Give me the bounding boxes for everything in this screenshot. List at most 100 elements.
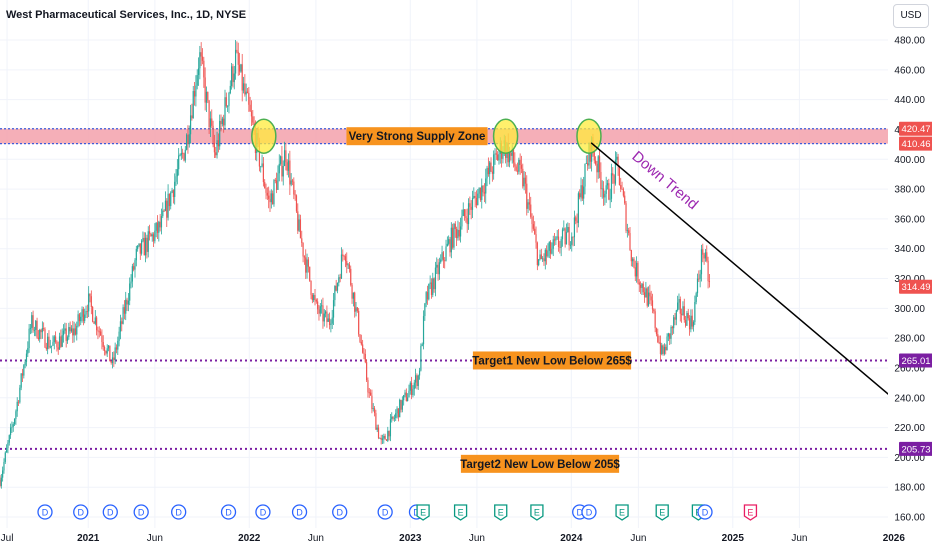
candle-body	[270, 193, 272, 203]
candle-body	[366, 362, 368, 381]
candle-body	[364, 354, 366, 363]
event-marker-letter: E	[420, 508, 426, 518]
candle-body	[523, 177, 525, 187]
candle-body	[477, 193, 479, 206]
candle-body	[13, 419, 16, 425]
dividend-event-icon[interactable]: D	[377, 504, 393, 520]
candle-body	[490, 162, 492, 172]
candle-body	[335, 285, 337, 291]
candle-body	[467, 203, 470, 225]
candle-body	[649, 292, 651, 297]
candle-body	[313, 295, 315, 301]
candle-body	[216, 140, 218, 156]
candle-body	[107, 345, 110, 349]
candle-body	[209, 118, 212, 128]
candle-body	[315, 299, 317, 302]
candle-body	[137, 246, 139, 249]
dividend-event-icon[interactable]: D	[697, 504, 713, 520]
candle-body	[657, 334, 659, 343]
candle-body	[508, 152, 511, 163]
earnings-event-icon[interactable]: E	[494, 504, 508, 521]
candle-body	[532, 224, 534, 229]
time-axis[interactable]: Jul 2021 Jun 2022 Jun 2023 Jun 2024 Jun 2025 Jun 20…	[0, 528, 905, 550]
candle-body	[498, 153, 500, 161]
price-badge: 314.49	[899, 279, 932, 294]
candle-body	[191, 115, 193, 119]
earnings-event-icon[interactable]: E	[453, 504, 468, 521]
candle-body	[9, 427, 12, 436]
dividend-event-icon[interactable]: D	[291, 504, 308, 520]
candle-body	[453, 223, 455, 248]
earnings-event-icon[interactable]: E	[615, 504, 629, 521]
candle-body	[98, 331, 100, 333]
candle-body	[336, 283, 339, 291]
earnings-event-icon[interactable]: E	[743, 504, 758, 521]
dividend-event-icon[interactable]: D	[332, 504, 348, 520]
candle-body	[363, 352, 365, 355]
candle-body	[670, 326, 672, 339]
candle-body	[4, 452, 6, 462]
candle-body	[547, 250, 549, 257]
time-axis-bg	[0, 528, 888, 550]
price-tick-label: 220.00	[894, 423, 925, 434]
candle-body	[252, 116, 254, 123]
target2-label-bg	[460, 454, 620, 473]
dividend-event-icon[interactable]: D	[133, 504, 149, 520]
candle-body	[369, 392, 372, 396]
dividend-event-icon[interactable]: D	[171, 504, 187, 520]
candle-body	[483, 192, 486, 194]
candle-body	[134, 260, 136, 270]
currency-button[interactable]: USD	[893, 4, 929, 28]
candle-body	[264, 182, 266, 188]
supply-touch-circle	[251, 118, 277, 154]
target2-label: Target2 New Low Below 205$	[460, 454, 620, 473]
candle-body	[204, 77, 206, 103]
dividend-event-icon[interactable]: D	[37, 504, 53, 520]
price-tick-label: 460.00	[894, 65, 925, 76]
supply-zone-label-bg	[346, 127, 488, 146]
candle-body	[175, 176, 177, 182]
candle-body	[703, 254, 705, 259]
symbol-title[interactable]: West Pharmaceutical Services, Inc., 1D, …	[6, 9, 247, 21]
candle-body	[294, 194, 296, 196]
candle-body	[677, 302, 679, 311]
candle-body	[436, 264, 438, 268]
candle-body	[424, 303, 426, 317]
candle-body	[557, 236, 560, 247]
candle-body	[535, 234, 537, 243]
event-marker-letter: D	[586, 508, 593, 518]
candle-body	[208, 100, 210, 128]
candle-body	[543, 258, 545, 262]
dividend-event-icon[interactable]: D	[220, 504, 237, 520]
dividend-event-icon[interactable]: D	[73, 504, 89, 520]
time-tick-label: 2024	[560, 533, 583, 544]
earnings-event-icon[interactable]: E	[416, 504, 430, 521]
event-marker-letter: E	[534, 508, 540, 518]
candle-body	[101, 335, 103, 343]
time-tick-label: Jun	[630, 533, 646, 544]
candle-body	[205, 91, 208, 103]
candle-body	[456, 228, 458, 239]
candle-body	[276, 180, 278, 190]
earnings-event-icon[interactable]: E	[530, 504, 544, 521]
candle-body	[465, 216, 467, 218]
price-axis[interactable]: 160.00 180.00 200.00 220.00 240.00 260.00 280.…	[888, 0, 932, 550]
event-marker-shape	[291, 504, 308, 520]
candle-body	[377, 427, 380, 439]
dividend-event-icon[interactable]: D	[102, 504, 118, 520]
candle-body	[617, 156, 619, 166]
candle-body	[303, 256, 306, 258]
candle-body	[322, 305, 324, 322]
price-tick-label: 160.00	[894, 513, 925, 524]
candle-body	[231, 66, 233, 86]
earnings-event-icon[interactable]: E	[655, 504, 669, 521]
dividend-event-icon[interactable]: D	[581, 504, 597, 520]
dividend-event-icon[interactable]: D	[255, 504, 271, 520]
price-tick-label: 260.00	[894, 363, 925, 374]
candle-body	[522, 168, 524, 187]
event-marker-letter: D	[225, 508, 232, 518]
candle-body	[51, 345, 53, 347]
candle-body	[475, 197, 478, 206]
